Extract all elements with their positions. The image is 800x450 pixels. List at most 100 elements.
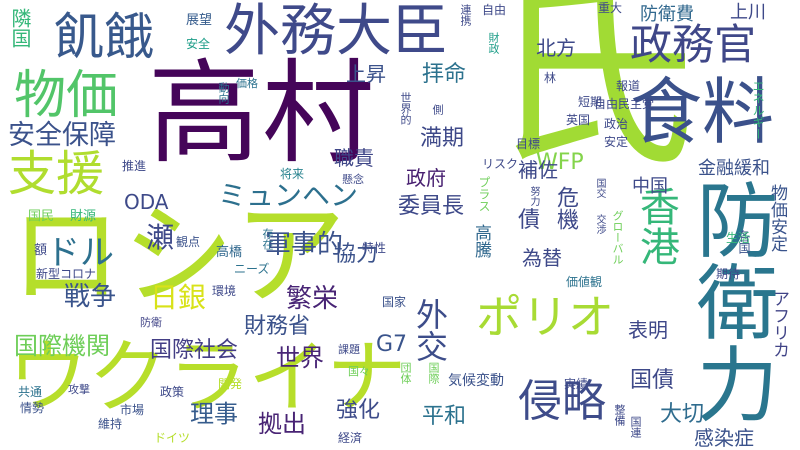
word-ukraine: ウクライナ (8, 331, 407, 424)
word-kokkou: 国交 (594, 178, 605, 198)
word-tanki: 短期 (578, 95, 603, 109)
word-jimintou: 自由民主党 (594, 97, 655, 111)
word-kansenshou: 感染症 (694, 426, 754, 450)
word-kokusai_y: 国際 (427, 362, 440, 384)
word-munich: ミュンヘン (218, 179, 359, 212)
word-energy: エネルギー (751, 80, 765, 140)
word-kokusai_shakai: 国際社会 (150, 338, 239, 363)
word-heiwa: 平和 (422, 404, 467, 429)
word-kiki: 危機 (553, 186, 578, 230)
word-shourai: 将来 (280, 167, 305, 181)
word-dantai: 団体 (399, 362, 412, 384)
word-haimei: 拝命 (422, 62, 467, 87)
word-shinkei_corona: 新型コロナ (36, 267, 97, 281)
word-kinyuu_kanwa: 金融緩和 (698, 158, 770, 179)
word-global: グローバル (611, 210, 624, 265)
word-gunjiteki: 軍事的 (265, 230, 344, 260)
word-sensou: 戦争 (64, 282, 117, 312)
word-zaisei: 財政 (487, 32, 500, 54)
word-doukou: 動向 (217, 82, 230, 104)
word-kokuren: 国連 (629, 416, 642, 438)
word-taisetsu: 大切 (660, 402, 705, 427)
word-mokuhyou: 目標 (516, 137, 541, 151)
word-kakaku: 価格 (236, 77, 258, 90)
word-mankiki: 満期 (420, 126, 465, 151)
word-zaimushou: 財務省 (244, 314, 311, 339)
word-risk: リスク (482, 157, 519, 171)
word-tenbou: 展望 (186, 13, 213, 28)
word-kyouka: 強化 (336, 398, 381, 423)
word-joushou: 上昇 (346, 62, 386, 86)
word-seikatsu: 生活 (726, 231, 751, 245)
word-kouki: 高騰 (471, 224, 491, 258)
word-kougeki: 攻撃 (68, 383, 90, 396)
word-germany: ドイツ (154, 431, 191, 445)
word-hoppou: 北方 (536, 36, 576, 60)
word-takahashi: 高橋 (216, 245, 243, 260)
word-africa: アフリカ (769, 290, 789, 358)
word-kokumin: 国民 (28, 209, 55, 224)
word-kokka: 国家 (382, 295, 407, 309)
word-boueiryoku: 防衛力 (682, 178, 777, 424)
word-russia: ロシア (10, 191, 346, 321)
word-needs: ニーズ (234, 262, 270, 276)
word-g7: G7 (376, 332, 408, 357)
word-uekawa: 上川 (730, 2, 766, 23)
word-wfp: WFP (536, 150, 584, 175)
word-sai: 債 (518, 208, 541, 233)
word-gaimu_daijin: 外務大臣 (224, 0, 448, 64)
word-kakkoku: 各国 (737, 230, 751, 254)
word-zaigen: 財源 (70, 209, 97, 224)
word-kokukoku: 国々 (348, 365, 370, 378)
word-riji: 理事 (190, 400, 238, 428)
word-suishin: 推進 (122, 159, 147, 173)
word-kokusai_kikan: 国際機関 (14, 332, 110, 360)
word-nichigin: 日銀 (150, 281, 207, 314)
word-shokuseki: 職責 (334, 146, 374, 170)
word-hong_kong: 香港 (633, 186, 679, 266)
word-plus: プラス (477, 176, 491, 212)
word-kaihatsu: 開発 (218, 377, 243, 391)
word-iji: 維持 (98, 417, 123, 431)
word-kikou_hendou: 気候変動 (448, 373, 504, 389)
word-shijou: 市場 (120, 403, 145, 417)
word-chuugoku: 中国 (632, 176, 668, 197)
word-bouei: 防衛 (140, 316, 162, 329)
word-seifu: 政府 (406, 166, 446, 190)
word-kiga: 飢餓 (54, 8, 154, 66)
word-kouryuu: 交渉 (594, 214, 605, 234)
word-sekaiteki: 世界的 (399, 92, 412, 125)
word-gaku: 額 (34, 243, 48, 258)
word-kitai: 期待 (716, 267, 741, 281)
word-kawase: 為替 (522, 246, 562, 270)
word-shokuryou: 食料 (630, 70, 775, 154)
word-iinchou: 委員長 (398, 194, 465, 219)
word-seimukan: 政務官 (630, 20, 757, 69)
word-bukka_antei: 物価安定 (767, 184, 787, 252)
word-bukka: 物価 (14, 66, 119, 126)
word-hosa: 補佐 (518, 158, 558, 182)
word-seibi: 整備 (613, 404, 626, 426)
word-rin: 林 (544, 71, 557, 85)
word-gawa: 側 (431, 104, 444, 115)
word-kenen: 懸念 (342, 173, 364, 186)
word-jousei: 情勢 (20, 401, 45, 415)
word-ki: 氏 (488, 0, 696, 197)
word-kyoutsuu: 共通 (18, 385, 43, 399)
word-antei: 安定 (604, 135, 629, 149)
word-hyoumei: 表明 (628, 318, 668, 342)
word-eikoku: 英国 (566, 113, 591, 127)
word-rinkoku: 隣国 (8, 8, 32, 48)
word-gaikou: 外交 (411, 298, 449, 362)
word-bouei_hi: 防衛費 (640, 4, 694, 25)
word-kachikan: 価値観 (566, 275, 603, 289)
word-keizai: 経済 (338, 431, 363, 445)
word-kadai: 課題 (338, 343, 360, 356)
word-shinryaku: 侵略 (518, 376, 606, 427)
word-se: 瀬 (146, 221, 175, 254)
word-jiyuu: 自由 (482, 3, 507, 17)
word-renkei: 連携 (459, 4, 472, 26)
word-kyouryoku: 協力 (334, 242, 379, 267)
word-doryoku: 努力 (528, 186, 539, 206)
